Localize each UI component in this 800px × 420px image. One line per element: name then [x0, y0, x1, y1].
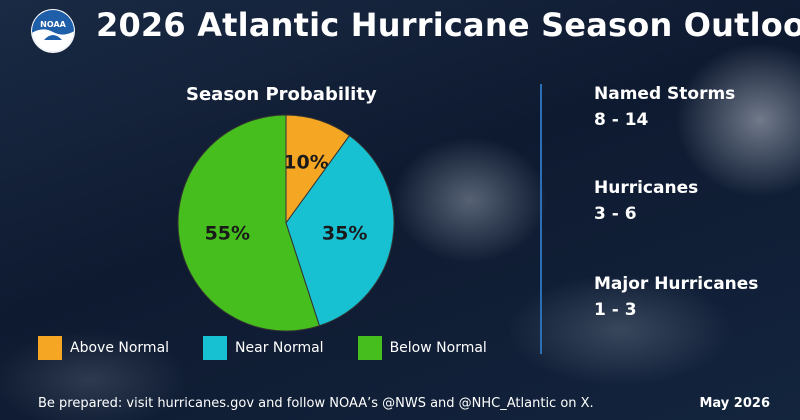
- legend-swatch-below-normal: [357, 336, 382, 360]
- logo-text: NOAA: [40, 20, 66, 29]
- footer-date: May 2026: [699, 396, 771, 411]
- stat-major-hurricanes: Major Hurricanes 1 - 3: [594, 274, 758, 320]
- footer-message: Be prepared: visit hurricanes.gov and fo…: [38, 396, 594, 411]
- pie-label-above-normal: 10%: [283, 151, 328, 173]
- pie-chart-title: Season Probability: [186, 84, 377, 105]
- pie-slice-below-normal: [177, 114, 321, 332]
- stat-value-named-storms: 8 - 14: [594, 110, 649, 130]
- stat-hurricanes: Hurricanes 3 - 6: [594, 178, 698, 224]
- section-divider: [540, 84, 542, 354]
- legend-item-below-normal: Below Normal: [357, 336, 487, 360]
- legend-label-above-normal: Above Normal: [70, 340, 170, 356]
- stat-value-hurricanes: 3 - 6: [594, 204, 637, 224]
- legend-item-above-normal: Above Normal: [38, 336, 169, 360]
- noaa-logo: NOAA: [31, 9, 75, 53]
- legend-swatch-above-normal: [38, 336, 62, 360]
- stat-label-major-hurricanes: Major Hurricanes: [594, 274, 759, 294]
- stat-value-major-hurricanes: 1 - 3: [594, 300, 637, 320]
- stat-label-hurricanes: Hurricanes: [594, 178, 699, 198]
- pie-label-below-normal: 55%: [205, 222, 250, 244]
- pie-label-near-normal: 35%: [322, 222, 367, 244]
- season-probability-pie: 10% 35% 55%: [177, 114, 395, 332]
- legend-label-below-normal: Below Normal: [389, 340, 487, 356]
- legend-swatch-near-normal: [203, 336, 228, 360]
- pie-legend: Above Normal Near Normal Below Normal: [38, 336, 521, 360]
- page-title: 2026 Atlantic Hurricane Season Outlook: [96, 6, 800, 44]
- legend-label-near-normal: Near Normal: [235, 340, 324, 356]
- pie-slice-near-normal: [285, 134, 395, 327]
- stat-named-storms: Named Storms 8 - 14: [594, 84, 735, 130]
- legend-item-near-normal: Near Normal: [203, 336, 324, 360]
- stat-label-named-storms: Named Storms: [594, 84, 736, 104]
